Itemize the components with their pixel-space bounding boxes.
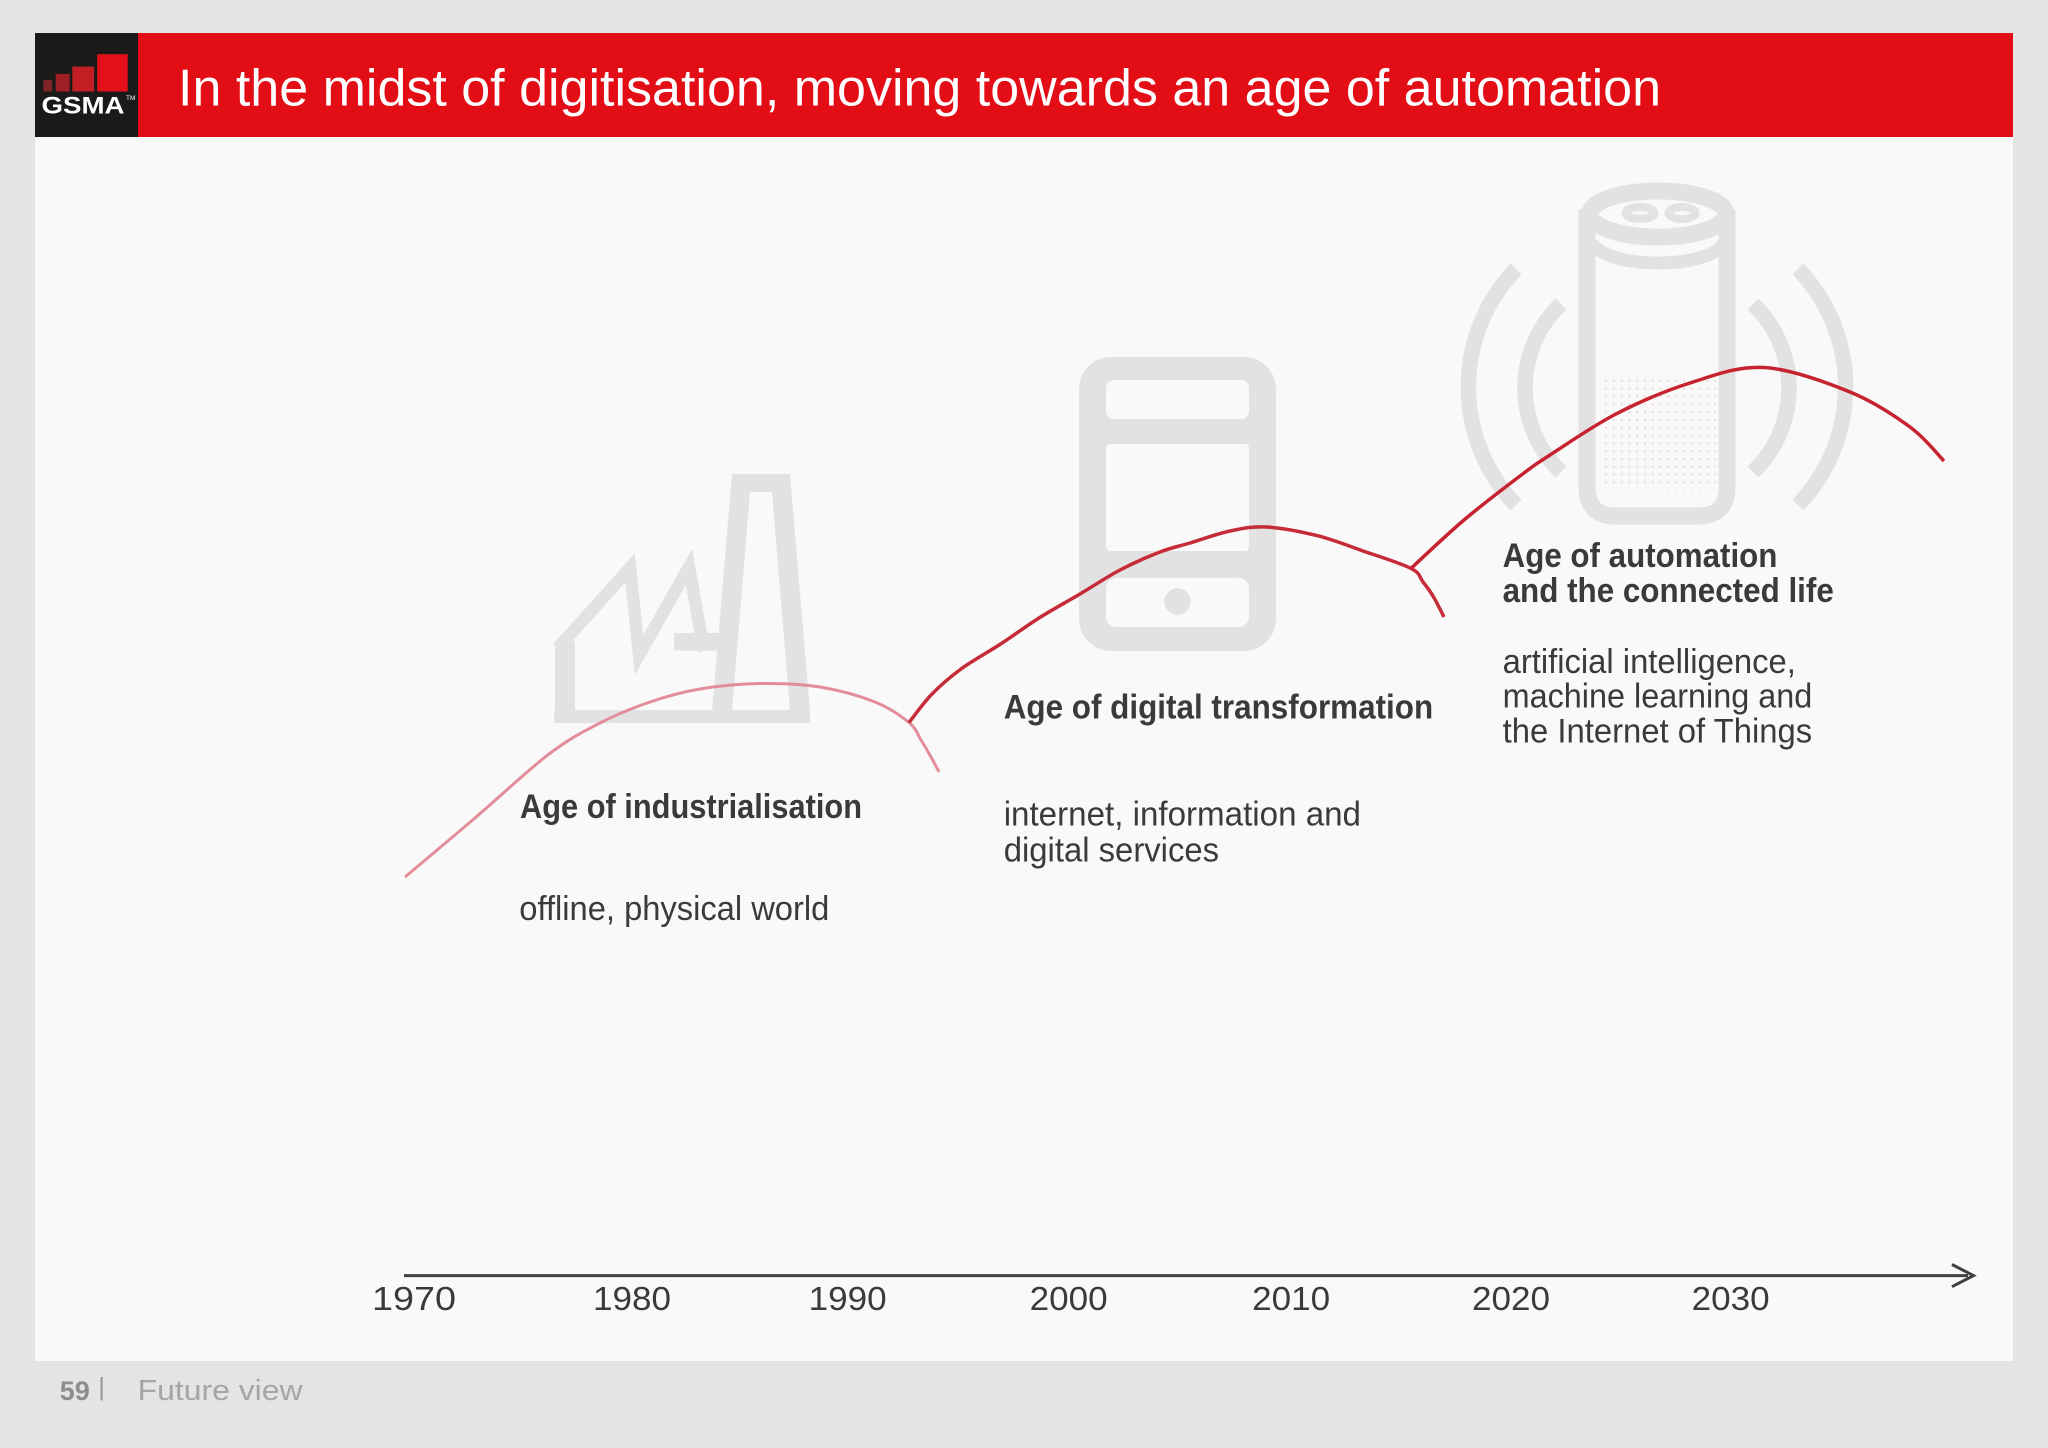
svg-text:Future view: Future view — [138, 1375, 304, 1407]
svg-text:Age of industrialisation: Age of industrialisation — [520, 788, 862, 826]
svg-text:In the midst of digitisation,: In the midst of digitisation, moving tow… — [178, 60, 1661, 118]
svg-text:machine learning and: machine learning and — [1503, 678, 1813, 716]
svg-text:internet, information and: internet, information and — [1004, 796, 1361, 834]
svg-text:digital services: digital services — [1004, 832, 1219, 870]
svg-text:2030: 2030 — [1692, 1280, 1770, 1317]
svg-text:Age of digital transformation: Age of digital transformation — [1004, 689, 1433, 727]
svg-text:2020: 2020 — [1472, 1280, 1550, 1317]
svg-text:2000: 2000 — [1030, 1280, 1108, 1317]
svg-text:TM: TM — [126, 95, 135, 102]
svg-text:1980: 1980 — [593, 1280, 671, 1317]
svg-text:offline, physical world: offline, physical world — [519, 890, 829, 928]
svg-text:and the connected life: and the connected life — [1503, 572, 1834, 610]
svg-text:59: 59 — [60, 1376, 90, 1406]
svg-text:the Internet of Things: the Internet of Things — [1503, 713, 1813, 751]
svg-text:GSMA: GSMA — [42, 93, 125, 120]
svg-text:Age of automation: Age of automation — [1503, 537, 1778, 575]
svg-text:2010: 2010 — [1252, 1280, 1330, 1317]
svg-text:1970: 1970 — [372, 1280, 456, 1317]
svg-text:1990: 1990 — [809, 1280, 887, 1317]
svg-text:artificial intelligence,: artificial intelligence, — [1503, 643, 1796, 681]
